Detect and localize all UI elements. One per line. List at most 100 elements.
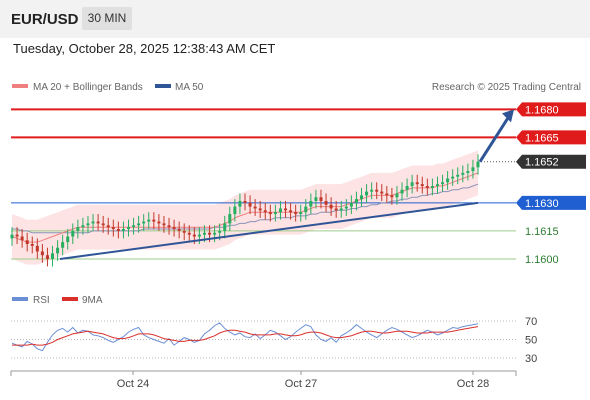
candle-body [10, 234, 14, 239]
resistance-price-tag-label: 1.1680 [525, 104, 559, 116]
candle-body [25, 240, 29, 244]
candle-body [253, 206, 257, 209]
candle-body [395, 193, 399, 198]
candle-body [273, 212, 277, 215]
rsi-ma-legend-label: 9MA [82, 295, 103, 306]
price-level-tags: 1.1680 1.1665 1.1652 1.1630 1.1615 1.1600 [516, 102, 586, 266]
candle-body [45, 255, 49, 259]
candle-body [435, 184, 439, 187]
candle-body [35, 245, 39, 252]
candle-body [192, 234, 196, 237]
candle-body [349, 202, 353, 207]
rsi-ma-legend-swatch [62, 297, 78, 301]
candle-body [213, 232, 217, 235]
candle-body [314, 197, 318, 201]
resistance-price-tag [516, 130, 586, 145]
support-level-label: 1.1600 [525, 254, 559, 266]
ma50-line [12, 183, 479, 234]
header-bar: EUR/USD 30 MIN [0, 0, 590, 38]
candle-body [152, 219, 156, 222]
candle-body [91, 221, 95, 224]
candle-body [263, 210, 267, 213]
candle-body [86, 223, 90, 226]
candlesticks [10, 154, 480, 267]
resistance-price-tag-label: 1.1665 [525, 132, 559, 144]
candle-body [56, 247, 60, 254]
candle-body [208, 232, 212, 235]
candle-body [172, 227, 176, 230]
candle-body [299, 212, 303, 215]
ma20-legend-swatch [12, 84, 28, 88]
candle-body [202, 232, 206, 235]
candle-body [309, 200, 313, 207]
trendline-and-forecast [59, 109, 514, 260]
credit-text: Research © 2025 Trading Central [432, 82, 581, 93]
candle-body [233, 206, 237, 215]
candle-body [132, 225, 136, 228]
candle-body [390, 195, 394, 198]
candle-body [258, 208, 262, 211]
candle-body [471, 167, 475, 172]
candle-body [248, 202, 252, 207]
candle-body [324, 200, 328, 205]
candle-body [466, 171, 470, 173]
ma50-legend-swatch [155, 84, 171, 88]
candle-body [223, 223, 227, 231]
candle-body [370, 189, 374, 192]
candle-body [76, 227, 80, 231]
candle-body [329, 204, 333, 209]
candle-body [157, 221, 161, 224]
candle-body [228, 214, 232, 224]
candle-body [380, 191, 384, 194]
candle-body [405, 186, 409, 190]
candle-body [197, 234, 201, 237]
rsi-level-label: 50 [525, 335, 537, 347]
candle-body [162, 223, 166, 226]
rsi-panel: 70 50 30 [11, 316, 537, 365]
candle-body [137, 223, 141, 226]
candle-body [96, 221, 100, 224]
ma20-legend-label: MA 20 + Bollinger Bands [33, 82, 143, 93]
candle-body [430, 186, 434, 188]
candle-body [410, 182, 414, 187]
candle-body [344, 206, 348, 209]
candle-body [147, 219, 151, 222]
candle-body [339, 208, 343, 211]
candle-body [441, 182, 445, 185]
rsi-level-label: 30 [525, 353, 537, 365]
rsi-legend-label: RSI [33, 295, 50, 306]
candle-body [111, 227, 115, 230]
last-price-price-tag-label: 1.1652 [525, 157, 559, 169]
candle-body [284, 208, 288, 211]
forecast-arrow-head [502, 109, 514, 123]
support-trendline [59, 201, 479, 260]
ma50-legend-label: MA 50 [175, 82, 204, 93]
candle-body [354, 199, 358, 203]
x-axis-ticks: Oct 24 Oct 27 Oct 28 [117, 371, 489, 390]
candle-body [40, 251, 44, 256]
resistance-price-tag [516, 102, 586, 117]
candle-body [167, 225, 171, 228]
candle-body [243, 200, 247, 203]
candle-body [319, 197, 323, 201]
candle-body [177, 229, 181, 231]
candle-body [121, 229, 125, 231]
candle-body [425, 186, 429, 188]
chart-datetime: Tuesday, October 28, 2025 12:38:43 AM CE… [13, 41, 276, 56]
candle-body [116, 229, 120, 231]
candle-body [71, 230, 75, 237]
candle-body [415, 182, 419, 185]
candle-body [294, 212, 298, 215]
candle-body [101, 223, 105, 226]
pivot-price-tag-label: 1.1630 [525, 198, 559, 210]
rsi-legend-swatch [12, 297, 28, 301]
timeframe-badge[interactable]: 30 MIN [82, 7, 132, 30]
candle-body [30, 243, 34, 246]
candle-body [359, 195, 364, 200]
candle-body [126, 227, 131, 230]
candle-body [238, 200, 242, 207]
candle-body [289, 210, 293, 213]
ma20-line [11, 172, 479, 243]
last-price-price-tag [516, 154, 586, 169]
candle-body [218, 230, 222, 233]
